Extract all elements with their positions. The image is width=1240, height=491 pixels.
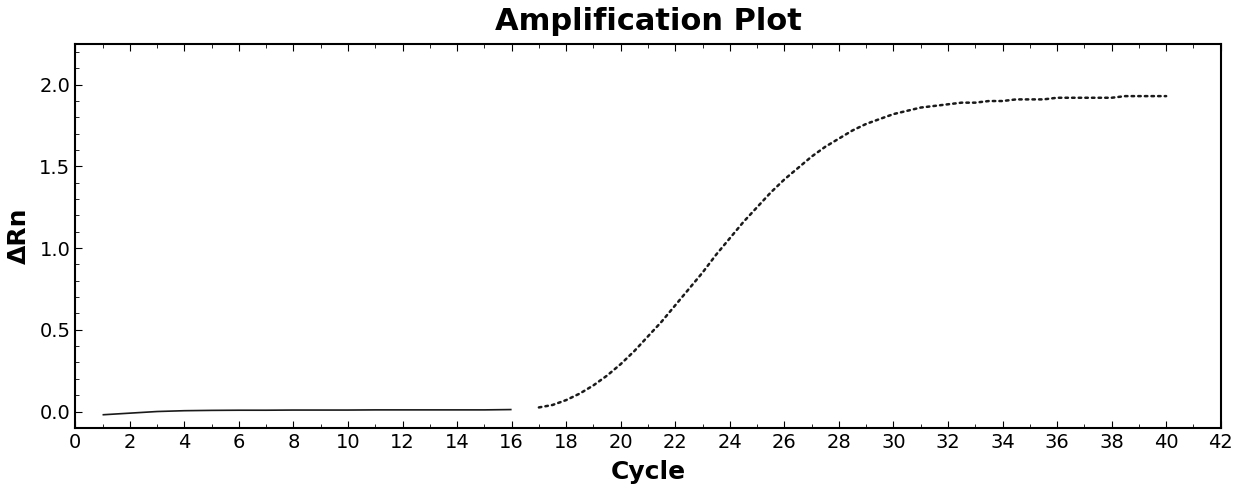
Title: Amplification Plot: Amplification Plot	[495, 7, 801, 36]
X-axis label: Cycle: Cycle	[610, 460, 686, 484]
Y-axis label: ΔRn: ΔRn	[7, 208, 31, 264]
